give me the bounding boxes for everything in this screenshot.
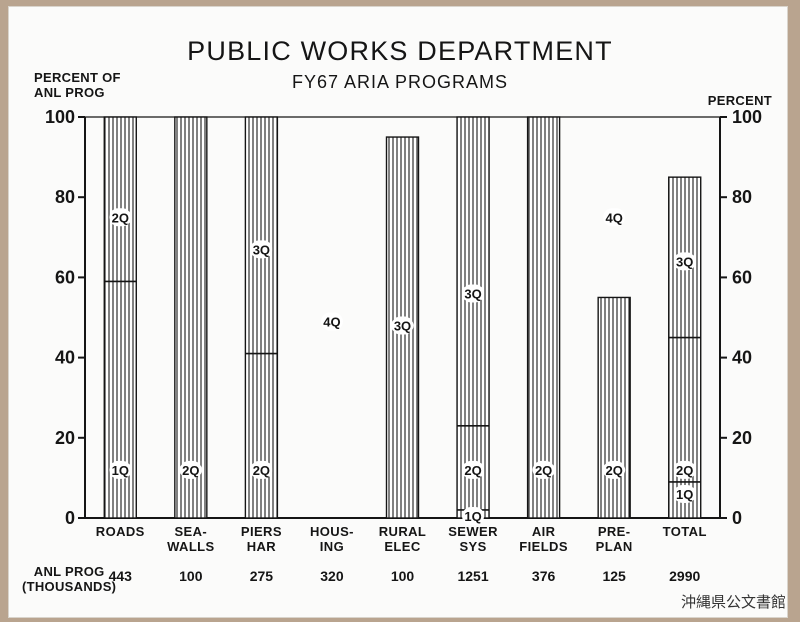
quarter-label: 3Q <box>464 286 481 301</box>
category-label: ELEC <box>384 539 420 554</box>
anl-prog-value: 376 <box>532 568 556 584</box>
anl-prog-label-line2: (THOUSANDS) <box>22 579 117 594</box>
category-label: ING <box>320 539 344 554</box>
bar <box>174 116 208 519</box>
y-tick-label-left: 20 <box>55 428 75 448</box>
bar <box>597 296 631 519</box>
bar <box>103 116 137 519</box>
y-tick-label-right: 0 <box>732 508 742 528</box>
quarter-labels: 1Q 2Q 2Q 2Q 3Q 4Q 3Q 1Q 2Q 3Q 2Q 2Q 4Q 1Q 2Q 3Q <box>109 208 696 525</box>
y-tick-label-left: 80 <box>55 187 75 207</box>
quarter-label-bg <box>603 460 626 479</box>
bar <box>456 116 490 519</box>
quarter-label: 1Q <box>676 487 693 502</box>
category-label: HOUS- <box>310 524 354 539</box>
y-tick-label-right: 20 <box>732 428 752 448</box>
quarter-label: 2Q <box>605 463 622 478</box>
y-tick-label-left: 40 <box>55 348 75 368</box>
quarter-label-bg <box>462 460 485 479</box>
anl-prog-value: 443 <box>109 568 133 584</box>
quarter-label-bg <box>673 484 696 503</box>
y-axis-label-left-line1: PERCENT OF <box>34 70 121 85</box>
watermark-text: 沖縄県公文書館 <box>680 593 786 611</box>
anl-prog-value: 125 <box>602 568 626 584</box>
chart-title: PUBLIC WORKS DEPARTMENT <box>187 36 613 66</box>
category-label: SEA- <box>174 524 207 539</box>
category-label: PLAN <box>596 539 633 554</box>
category-label: TOTAL <box>663 524 707 539</box>
quarter-label: 1Q <box>112 463 129 478</box>
quarter-label-bg <box>250 460 273 479</box>
y-tick-label-left: 100 <box>45 107 75 127</box>
quarter-label: 4Q <box>323 315 340 330</box>
quarter-label: 2Q <box>535 463 552 478</box>
quarter-label-bg <box>391 316 414 335</box>
y-axis-label-left: PERCENT OF ANL PROG <box>34 70 121 100</box>
category-label: ROADS <box>96 524 145 539</box>
y-axis-right: 0 20 40 60 80 100 <box>720 107 762 528</box>
category-label: PIERS <box>241 524 282 539</box>
quarter-label-bg <box>532 460 555 479</box>
quarter-label: 4Q <box>605 210 622 225</box>
quarter-label-bg <box>673 460 696 479</box>
category-label: SEWER <box>448 524 498 539</box>
quarter-label: 2Q <box>112 210 129 225</box>
anl-prog-value: 100 <box>391 568 415 584</box>
y-tick-label-right: 100 <box>732 107 762 127</box>
quarter-label: 3Q <box>676 254 693 269</box>
quarter-label: 3Q <box>394 319 411 334</box>
anl-prog-value: 2990 <box>669 568 700 584</box>
y-axis-left: 0 20 40 60 80 100 <box>45 107 85 528</box>
quarter-label: 2Q <box>182 463 199 478</box>
quarter-label: 1Q <box>464 509 481 524</box>
y-tick-label-right: 80 <box>732 187 752 207</box>
quarter-label-bg <box>673 252 696 271</box>
y-tick-label-right: 60 <box>732 267 752 287</box>
anl-prog-value: 1251 <box>457 568 488 584</box>
anl-prog-value: 275 <box>250 568 274 584</box>
anl-prog-value: 100 <box>179 568 203 584</box>
category-label: SYS <box>459 539 486 554</box>
category-label: WALLS <box>167 539 215 554</box>
chart-subtitle: FY67 ARIA PROGRAMS <box>291 72 509 92</box>
y-tick-label-left: 60 <box>55 267 75 287</box>
quarter-label-bg <box>109 208 132 227</box>
quarter-label-bg <box>462 284 485 303</box>
category-label: AIR <box>532 524 556 539</box>
anl-prog-values: 443 100 275 320 100 1251 376 125 2990 <box>109 568 701 584</box>
quarter-label-bg <box>250 240 273 259</box>
quarter-label-bg <box>109 460 132 479</box>
anl-prog-label: ANL PROG (THOUSANDS) <box>22 564 116 594</box>
quarter-label: 3Q <box>253 242 270 257</box>
bar <box>244 116 279 519</box>
quarter-label-bg <box>179 460 202 479</box>
quarter-label: 2Q <box>253 463 270 478</box>
bar <box>526 116 561 519</box>
y-axis-label-right: PERCENT <box>707 93 772 108</box>
quarter-label: 2Q <box>676 463 693 478</box>
quarter-label-bg <box>462 506 485 525</box>
quarter-label: 2Q <box>464 463 481 478</box>
y-tick-label-left: 0 <box>65 508 75 528</box>
quarter-label-bg <box>320 312 343 331</box>
quarter-label-bg <box>603 208 626 227</box>
anl-prog-label-line1: ANL PROG <box>33 564 105 579</box>
y-tick-label-right: 40 <box>732 348 752 368</box>
category-label: HAR <box>247 539 277 554</box>
y-axis-label-left-line2: ANL PROG <box>34 85 105 100</box>
category-label: FIELDS <box>519 539 568 554</box>
anl-prog-value: 320 <box>320 568 344 584</box>
category-label: PRE- <box>598 524 631 539</box>
category-label: RURAL <box>379 524 427 539</box>
